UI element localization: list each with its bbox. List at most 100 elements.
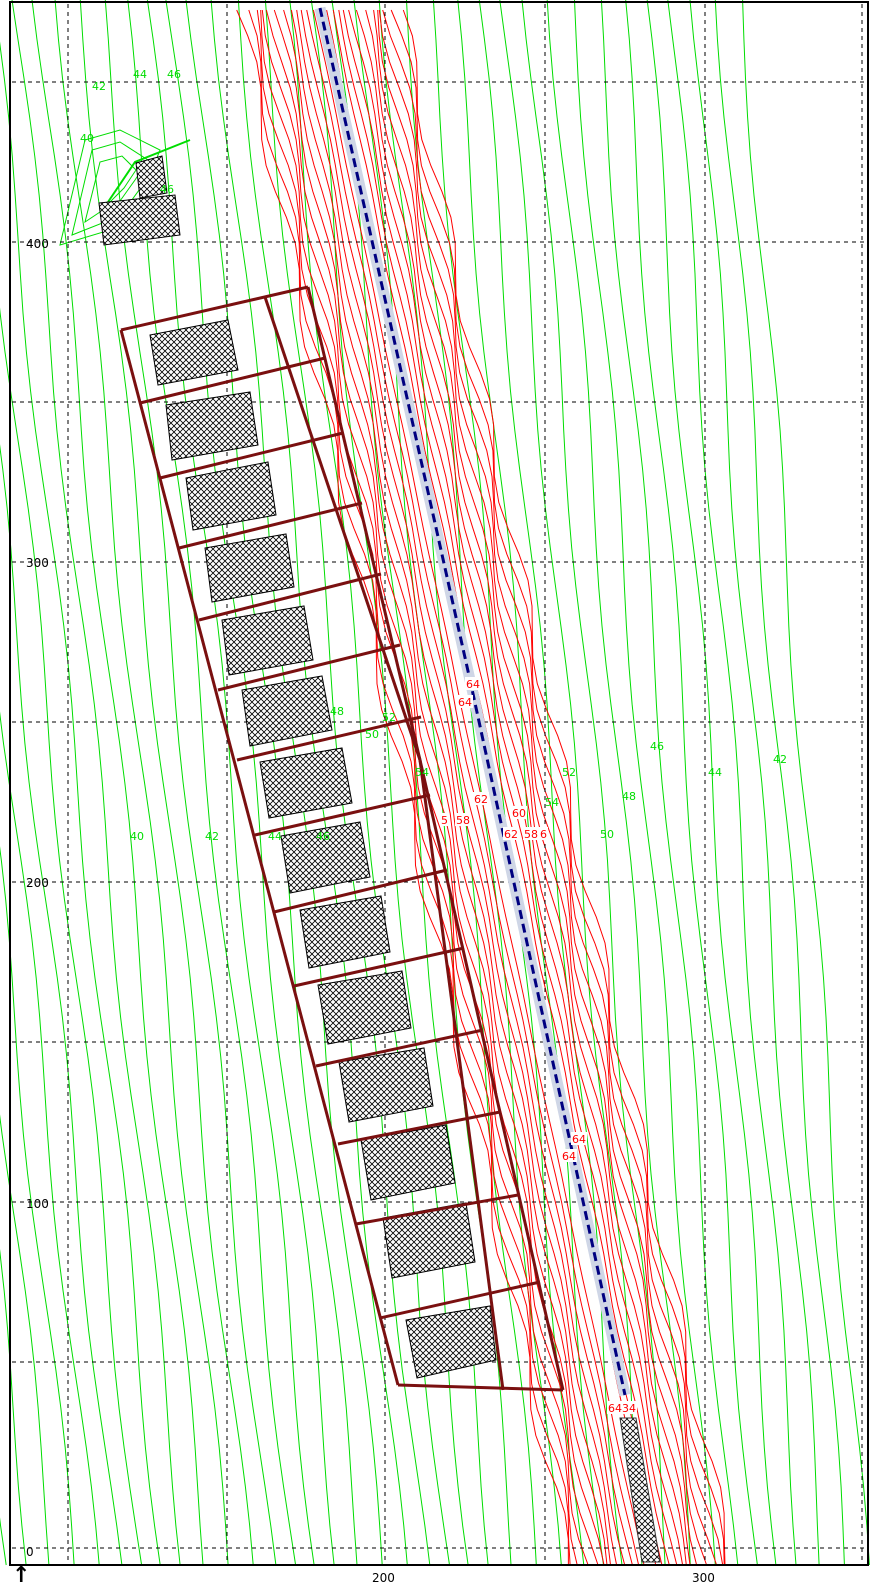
plot-boundary-line [254, 793, 431, 837]
plot-boundary-line [120, 285, 309, 332]
terrain-contour-label: 46 [650, 740, 664, 753]
y-tick-100: 100 [26, 1197, 49, 1211]
embankment-contour-line [348, 9, 684, 1566]
terrain-contour-line [646, 0, 777, 1566]
embankment-label-bg [440, 813, 449, 826]
x-tick-200: 200 [372, 1571, 395, 1585]
embankment-contour-line [283, 9, 611, 1566]
terrain-contour-label: 50 [600, 828, 614, 841]
embankment-label-bg [561, 1149, 577, 1162]
plot-boundary-line [418, 759, 565, 1391]
embankment-contour-label: 64 [572, 1133, 586, 1146]
embankment-contour-line [312, 9, 645, 1566]
hatched-building [135, 155, 168, 199]
hatched-building [149, 319, 239, 386]
embankment-contour-line [300, 9, 633, 1566]
embankment-contour-line [378, 9, 718, 1566]
hatched-building [299, 895, 391, 969]
hatched-building [241, 675, 333, 747]
plot-boundary-line [263, 296, 422, 761]
hatched-building [405, 1305, 497, 1379]
map-frame [9, 1, 869, 1566]
plot-boundary-line [178, 501, 363, 550]
embankment-contour-label: 58 [524, 828, 538, 841]
embankment-contour-line [290, 9, 618, 1566]
embankment-contour-line [382, 9, 724, 1566]
terrain-contour-label: 44 [708, 766, 722, 779]
embankment-label-bg [539, 827, 548, 840]
embankment-label-bg [457, 695, 473, 708]
embankment-label-bg [473, 792, 489, 805]
plot-boundary-line [315, 1028, 484, 1068]
terrain-contour-label: 54 [415, 766, 429, 779]
terrain-contour-line [289, 0, 450, 1566]
plot-boundary-line [397, 1383, 564, 1392]
terrain-contour-line [625, 0, 758, 1566]
embankment-contour-label: 6434 [608, 1402, 636, 1415]
terrain-contour-label: 44 [133, 68, 147, 81]
hatched-building [280, 821, 371, 894]
embankment-contour-line [248, 9, 571, 1566]
hatched-building [165, 391, 259, 461]
plot-boundary-line [119, 329, 400, 1386]
terrain-contour-line [742, 0, 870, 1566]
terrain-contour-label: 46 [160, 183, 174, 196]
building-footprints [98, 155, 497, 1379]
embankment-contour-line [373, 9, 698, 1566]
terrain-contour-line [667, 0, 797, 1566]
hatched-building [98, 194, 181, 246]
embankment-contour-line [377, 9, 708, 1566]
embankment-contour-label: 6 [540, 828, 547, 841]
terrain-contour-line [0, 846, 75, 1566]
plot-boundary-line [379, 1280, 541, 1320]
terrain-contour-label: 50 [365, 728, 379, 741]
hatched-building [204, 533, 295, 603]
terrain-contour-line [146, 0, 315, 1566]
plot-subdivision [119, 285, 565, 1392]
plot-boundary-line [139, 356, 326, 405]
terrain-contour-label: 46 [316, 830, 330, 843]
embankment-label-bg [523, 827, 539, 840]
terrain-contour-label: 42 [92, 80, 106, 93]
embankment-contour-label: 5 [441, 814, 448, 827]
hatched-building [221, 605, 314, 676]
terrain-contour-line [499, 0, 643, 1566]
terrain-contour-label: 48 [622, 790, 636, 803]
embankment-contour-line [256, 9, 578, 1566]
embankment-contour-label: 64 [458, 696, 472, 709]
embankment-contour-line [365, 9, 691, 1566]
terrain-contour-label: 54 [545, 796, 559, 809]
embankment-contour-line [296, 9, 626, 1566]
terrain-contour-line [546, 0, 691, 1566]
embankment-label-bg [503, 827, 519, 840]
embankment-contour-line [355, 9, 687, 1566]
north-arrow-icon: ↑ [12, 1563, 30, 1585]
hatched-building [185, 461, 277, 531]
embankment-contour-line [390, 9, 725, 1566]
y-tick-400: 400 [26, 237, 49, 251]
hatched-building [317, 970, 412, 1045]
terrain-contour-label: 46 [167, 68, 181, 81]
embankment-contour-line [342, 9, 678, 1566]
terrain-contour-line [104, 0, 277, 1566]
terrain-contour-link [107, 139, 191, 203]
terrain-contour-label: 52 [382, 711, 396, 724]
terrain-contour-label: 52 [562, 766, 576, 779]
hatched-building [338, 1047, 434, 1123]
embankment-contour-line [273, 9, 608, 1566]
embankment-contour-line [402, 9, 726, 1566]
terrain-contour-line [378, 0, 537, 1566]
y-tick-300: 300 [26, 556, 49, 570]
terrain-contour-line [54, 0, 229, 1566]
terrain-contour-line [0, 444, 123, 1566]
terrain-contour-label: 40 [80, 132, 94, 145]
terrain-contour-line [714, 0, 845, 1566]
y-tick-0: 0 [26, 1545, 34, 1559]
terrain-contour-label: 42 [773, 753, 787, 766]
terrain-contour-line [127, 0, 297, 1566]
terrain-contour-label: 40 [130, 830, 144, 843]
terrain-contour-line [457, 0, 604, 1566]
